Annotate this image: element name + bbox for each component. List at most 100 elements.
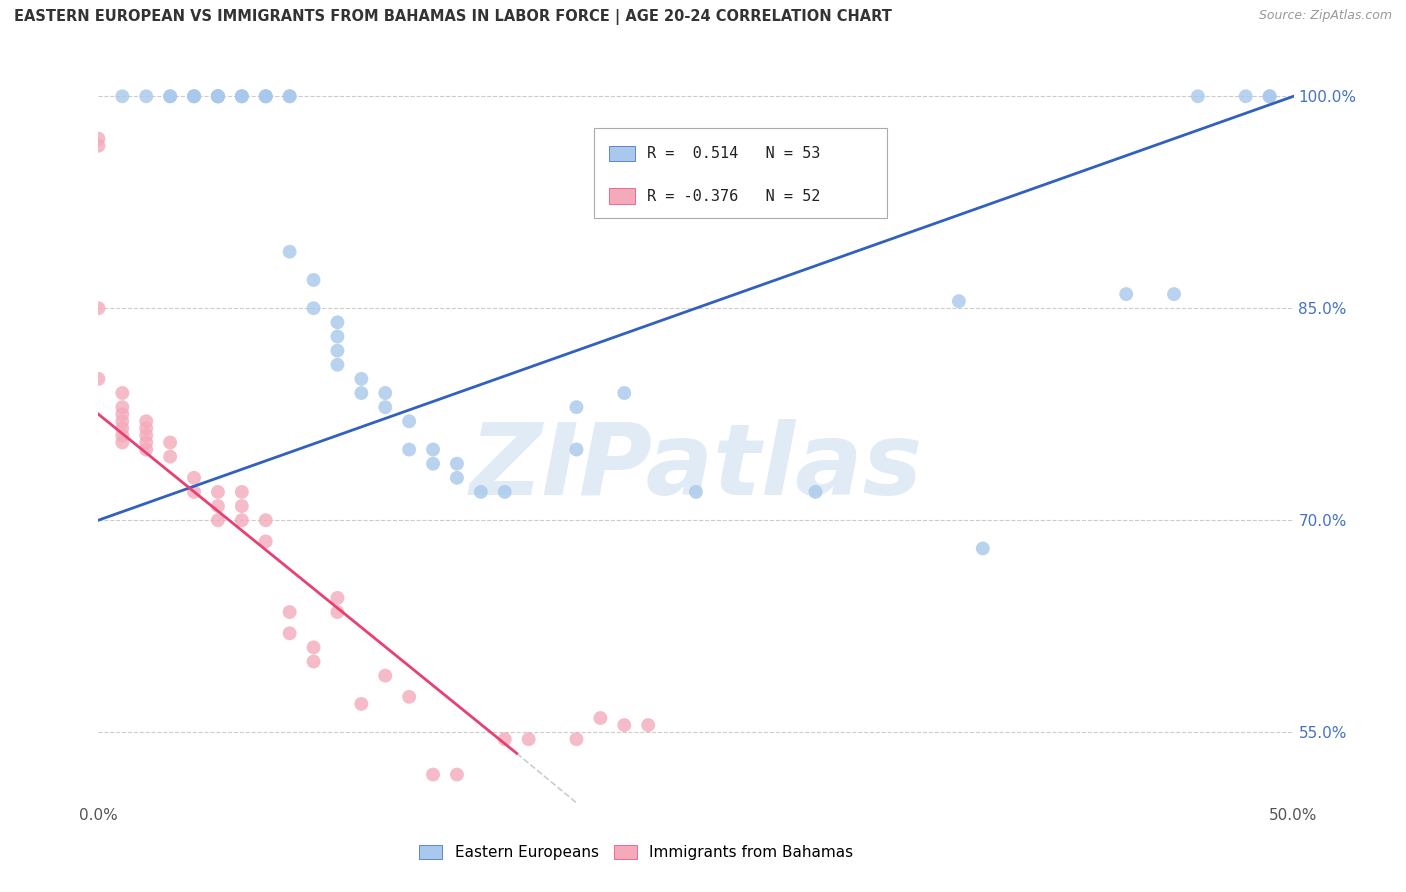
Point — [1234, 89, 1257, 103]
Point — [135, 414, 157, 428]
Point — [135, 442, 157, 457]
Point — [1258, 89, 1281, 103]
Point — [87, 138, 110, 153]
Point — [231, 89, 253, 103]
Point — [470, 824, 492, 838]
Point — [254, 89, 277, 103]
Point — [254, 89, 277, 103]
Point — [111, 89, 134, 103]
Point — [254, 89, 277, 103]
Point — [183, 89, 205, 103]
Point — [159, 450, 181, 464]
Point — [231, 499, 253, 513]
Point — [972, 541, 994, 556]
Point — [302, 640, 325, 655]
Point — [326, 343, 349, 358]
Text: ZIPatlas: ZIPatlas — [470, 419, 922, 516]
Point — [87, 131, 110, 145]
Point — [207, 89, 229, 103]
Text: Source: ZipAtlas.com: Source: ZipAtlas.com — [1258, 9, 1392, 22]
Point — [207, 513, 229, 527]
Point — [135, 89, 157, 103]
Point — [326, 358, 349, 372]
Point — [111, 400, 134, 414]
Point — [302, 301, 325, 316]
FancyBboxPatch shape — [595, 128, 887, 218]
Point — [111, 386, 134, 401]
Point — [278, 89, 301, 103]
Point — [637, 718, 659, 732]
Point — [613, 718, 636, 732]
Point — [1187, 89, 1209, 103]
Point — [1258, 89, 1281, 103]
Point — [207, 484, 229, 499]
Point — [231, 484, 253, 499]
Point — [302, 655, 325, 669]
Point — [207, 89, 229, 103]
FancyBboxPatch shape — [609, 188, 636, 204]
Point — [135, 435, 157, 450]
Point — [948, 294, 970, 309]
Point — [278, 605, 301, 619]
Point — [1115, 287, 1137, 301]
Point — [87, 301, 110, 316]
Point — [446, 471, 468, 485]
Point — [159, 89, 181, 103]
Point — [111, 407, 134, 421]
Point — [183, 89, 205, 103]
Point — [207, 89, 229, 103]
Point — [326, 605, 349, 619]
Point — [398, 690, 420, 704]
Point — [589, 711, 612, 725]
Point — [470, 484, 492, 499]
Point — [111, 428, 134, 442]
Point — [111, 421, 134, 435]
Point — [231, 89, 253, 103]
Point — [565, 442, 588, 457]
Point — [183, 471, 205, 485]
Point — [159, 89, 181, 103]
Point — [326, 315, 349, 329]
Point — [278, 89, 301, 103]
Point — [374, 400, 396, 414]
Point — [398, 414, 420, 428]
Point — [422, 442, 444, 457]
Point — [494, 732, 516, 747]
Point — [326, 329, 349, 343]
Point — [374, 668, 396, 682]
Point — [517, 732, 540, 747]
Point — [207, 89, 229, 103]
Point — [494, 484, 516, 499]
FancyBboxPatch shape — [609, 145, 636, 161]
Point — [207, 89, 229, 103]
Point — [135, 428, 157, 442]
Point — [804, 484, 827, 499]
Point — [422, 457, 444, 471]
Point — [159, 435, 181, 450]
Point — [374, 386, 396, 401]
Point — [207, 499, 229, 513]
Point — [446, 767, 468, 781]
Point — [111, 414, 134, 428]
Point — [446, 457, 468, 471]
Point — [254, 534, 277, 549]
Point — [422, 767, 444, 781]
Legend: Eastern Europeans, Immigrants from Bahamas: Eastern Europeans, Immigrants from Baham… — [413, 839, 859, 866]
Point — [87, 372, 110, 386]
Point — [183, 89, 205, 103]
Point — [685, 484, 707, 499]
Point — [183, 484, 205, 499]
Text: R =  0.514   N = 53: R = 0.514 N = 53 — [647, 146, 820, 161]
Point — [565, 732, 588, 747]
Point — [350, 386, 373, 401]
Point — [302, 273, 325, 287]
Point — [135, 421, 157, 435]
Point — [231, 513, 253, 527]
Point — [350, 372, 373, 386]
Point — [231, 89, 253, 103]
Point — [398, 442, 420, 457]
Point — [613, 386, 636, 401]
Point — [350, 697, 373, 711]
Point — [1163, 287, 1185, 301]
Point — [278, 244, 301, 259]
